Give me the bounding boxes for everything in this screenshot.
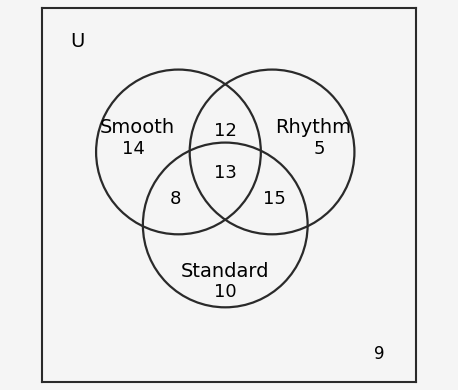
Text: 14: 14 xyxy=(122,140,145,158)
Text: 5: 5 xyxy=(313,140,325,158)
Text: 10: 10 xyxy=(214,284,237,301)
Text: 8: 8 xyxy=(170,190,181,208)
Text: U: U xyxy=(70,32,85,51)
Text: Standard: Standard xyxy=(181,262,269,281)
Text: 13: 13 xyxy=(214,163,237,181)
Text: Rhythm: Rhythm xyxy=(275,118,351,137)
Text: 9: 9 xyxy=(374,345,384,363)
Text: 15: 15 xyxy=(263,190,286,208)
Text: Smooth: Smooth xyxy=(100,118,175,137)
Text: 12: 12 xyxy=(214,122,237,140)
